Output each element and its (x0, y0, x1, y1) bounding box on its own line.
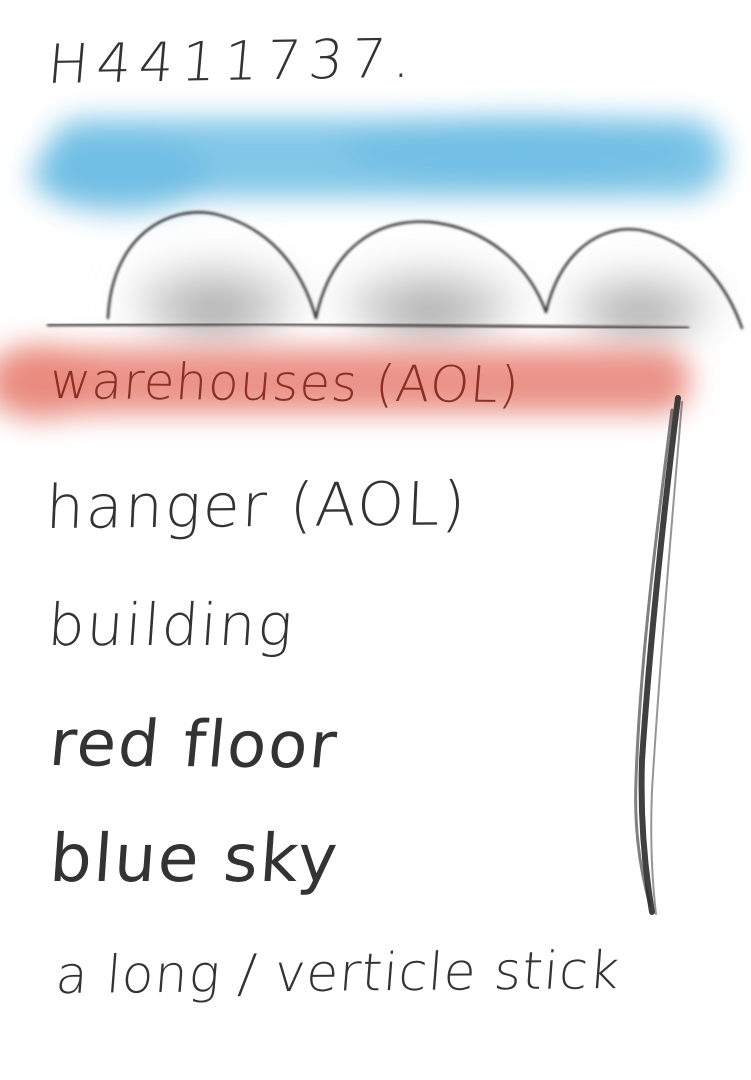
note-line-warehouses: warehouses (AOL) (47, 352, 523, 415)
dome-2 (314, 220, 548, 320)
dome-3 (544, 228, 744, 330)
ground-line (46, 322, 690, 330)
blue-sky-band (30, 116, 725, 213)
dome-1 (106, 211, 318, 320)
note-line-red-floor: red floor (46, 707, 342, 784)
note-line-hanger: hanger (AOL) (44, 469, 469, 543)
note-code: H4411737. (45, 26, 422, 96)
dome-outlines (106, 211, 744, 330)
note-line-vertical-stick: a long / verticle stick (53, 941, 623, 1006)
note-line-building: building (45, 591, 297, 659)
red-floor-band (0, 344, 690, 420)
note-line-blue-sky: blue sky (47, 820, 342, 897)
dome-shading (120, 230, 725, 340)
vertical-stick (634, 395, 683, 915)
